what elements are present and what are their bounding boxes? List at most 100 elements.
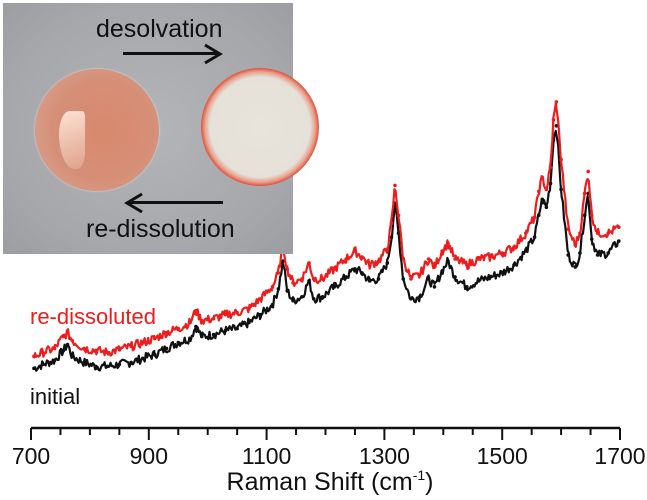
data-point <box>93 348 98 353</box>
data-point <box>512 245 516 249</box>
data-point <box>589 213 594 218</box>
data-point <box>523 231 528 235</box>
data-point <box>307 279 311 283</box>
x-tick-label: 700 <box>12 443 50 469</box>
data-point <box>40 350 45 355</box>
data-point <box>426 277 431 281</box>
data-point <box>476 279 481 283</box>
data-point <box>548 165 553 170</box>
data-point <box>453 257 457 261</box>
data-point <box>367 263 372 267</box>
data-point <box>291 298 295 303</box>
data-point <box>488 275 493 279</box>
data-point <box>82 360 86 365</box>
data-point <box>578 231 582 235</box>
data-point <box>367 279 372 283</box>
series-re-dissoluted <box>32 100 621 359</box>
data-point <box>360 271 364 275</box>
data-point <box>536 189 541 194</box>
x-tick-label: 1700 <box>594 443 645 469</box>
data-point <box>389 235 394 239</box>
data-point <box>61 334 66 339</box>
x-tick-label: 900 <box>130 443 168 469</box>
data-point <box>311 296 316 301</box>
data-point <box>573 265 578 269</box>
x-axis-label: Raman Shift (cm-1) <box>227 467 434 496</box>
data-point <box>353 267 357 271</box>
data-point <box>105 350 110 355</box>
data-point <box>152 336 157 341</box>
data-point <box>52 358 57 363</box>
data-point <box>573 243 578 247</box>
data-point <box>164 330 169 335</box>
data-point <box>582 213 587 218</box>
arrow-right-head-icon <box>204 43 223 65</box>
series-initial <box>32 123 621 372</box>
data-point <box>247 306 251 311</box>
data-point <box>211 332 216 337</box>
x-ticks: 700 900 1100 1300 1500 1700 <box>12 428 646 469</box>
annotation-initial: initial <box>30 384 80 409</box>
inset-label-re-dissolution: re-dissolution <box>86 215 235 243</box>
data-point <box>540 197 545 202</box>
data-point <box>300 277 304 281</box>
data-point <box>258 296 263 301</box>
data-point <box>440 249 444 253</box>
data-point <box>389 221 394 226</box>
data-point <box>117 347 122 352</box>
data-point <box>385 261 390 265</box>
data-point <box>446 241 450 245</box>
data-point <box>554 123 559 128</box>
data-point <box>532 215 537 220</box>
data-point <box>332 285 337 289</box>
series-line-re-dissoluted <box>32 102 620 359</box>
data-point <box>320 277 325 281</box>
data-point <box>276 271 281 275</box>
arrow-left-icon <box>129 201 223 204</box>
data-point <box>311 277 316 281</box>
data-point <box>453 275 457 279</box>
data-point <box>589 237 594 241</box>
data-point <box>548 181 553 186</box>
data-point <box>536 213 541 218</box>
data-point <box>211 316 216 321</box>
data-point <box>291 281 295 285</box>
data-point <box>200 318 204 323</box>
data-point <box>176 326 181 331</box>
data-point <box>285 289 290 293</box>
data-point <box>32 354 36 359</box>
data-point <box>300 294 304 299</box>
data-point <box>532 235 537 239</box>
inset-photo: desolvation re-dissolution <box>3 3 319 254</box>
data-point <box>360 255 364 259</box>
data-point <box>129 360 133 365</box>
x-axis-label-end: ) <box>425 468 433 496</box>
data-point <box>32 366 36 371</box>
data-point <box>396 231 401 235</box>
data-point <box>70 338 75 343</box>
data-point <box>606 251 611 255</box>
data-point <box>523 249 528 253</box>
data-point <box>344 275 348 279</box>
data-point <box>235 326 239 331</box>
inset-label-desolvation: desolvation <box>96 15 223 43</box>
data-point <box>105 364 110 369</box>
data-point <box>194 324 198 329</box>
data-point <box>396 213 401 218</box>
wet-droplet <box>35 69 159 191</box>
x-tick-label: 1100 <box>242 443 291 469</box>
x-axis-label-sup: -1 <box>413 467 426 483</box>
data-point <box>117 362 122 367</box>
data-point <box>426 257 431 261</box>
arrow-left-head-icon <box>124 192 143 214</box>
data-point <box>554 100 559 104</box>
data-point <box>176 340 181 345</box>
data-point <box>559 157 563 162</box>
data-point <box>52 346 57 351</box>
data-point <box>344 257 348 261</box>
data-point <box>152 352 157 357</box>
data-point <box>512 263 516 267</box>
data-point <box>582 191 587 196</box>
data-point <box>476 257 481 261</box>
